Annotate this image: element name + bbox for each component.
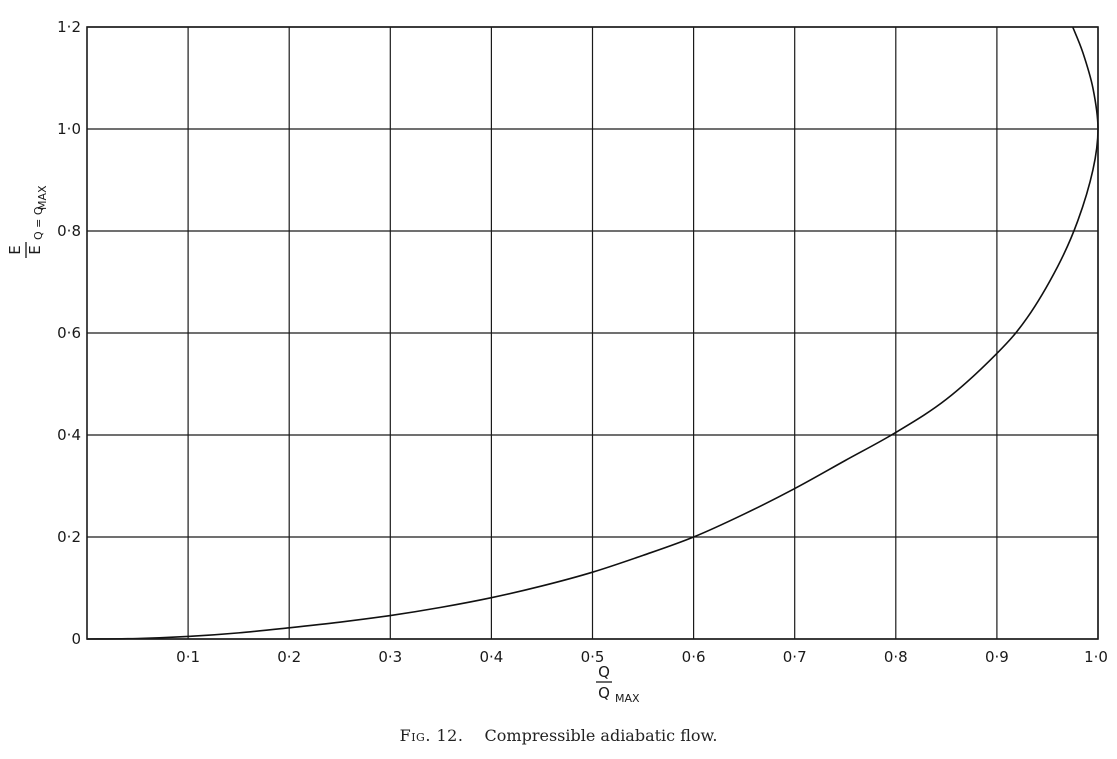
x-tick-label-2: 0·3	[378, 648, 402, 666]
y-tick-label-0: 0	[71, 630, 81, 648]
y-tick-label-4: 0·8	[57, 222, 81, 240]
y-tick-labels: 0 0·2 0·4 0·6 0·8 1·0 1·2	[57, 18, 81, 648]
x-tick-label-8: 0·9	[985, 648, 1009, 666]
y-tick-label-6: 1·2	[57, 18, 81, 36]
x-tick-labels: 0·1 0·2 0·3 0·4 0·5 0·6 0·7 0·8 0·9 1·0	[176, 648, 1108, 666]
y-tick-label-3: 0·6	[57, 324, 81, 342]
y-axis-label: E E Q = Q MAX	[6, 185, 49, 258]
y-label-subscript-sub: MAX	[36, 185, 49, 210]
series-line-0	[86, 26, 1099, 640]
x-tick-label-9: 1·0	[1084, 648, 1108, 666]
caption-prefix: Fig. 12.	[399, 726, 464, 745]
y-tick-label-5: 1·0	[57, 120, 81, 138]
series-layer	[86, 26, 1099, 640]
grid-lines	[87, 26, 1099, 640]
x-tick-label-6: 0·7	[783, 648, 807, 666]
x-axis-label: Q Q MAX	[596, 663, 640, 705]
x-tick-label-4: 0·5	[581, 648, 605, 666]
x-tick-label-1: 0·2	[277, 648, 301, 666]
y-tick-label-1: 0·2	[57, 528, 81, 546]
x-tick-label-7: 0·8	[884, 648, 908, 666]
figure-caption: Fig. 12. Compressible adiabatic flow.	[0, 726, 1117, 745]
y-tick-label-2: 0·4	[57, 426, 81, 444]
y-label-numerator: E	[6, 245, 24, 254]
x-label-numerator: Q	[598, 663, 610, 681]
x-tick-label-5: 0·6	[682, 648, 706, 666]
y-label-subscript: Q = Q	[32, 206, 45, 240]
x-tick-label-3: 0·4	[479, 648, 503, 666]
x-label-denominator: Q	[598, 684, 610, 702]
y-label-denominator: E	[26, 245, 44, 254]
caption-text: Compressible adiabatic flow.	[484, 726, 718, 745]
plot-frame	[86, 26, 1099, 640]
x-label-subscript: MAX	[615, 692, 640, 705]
x-tick-label-0: 0·1	[176, 648, 200, 666]
